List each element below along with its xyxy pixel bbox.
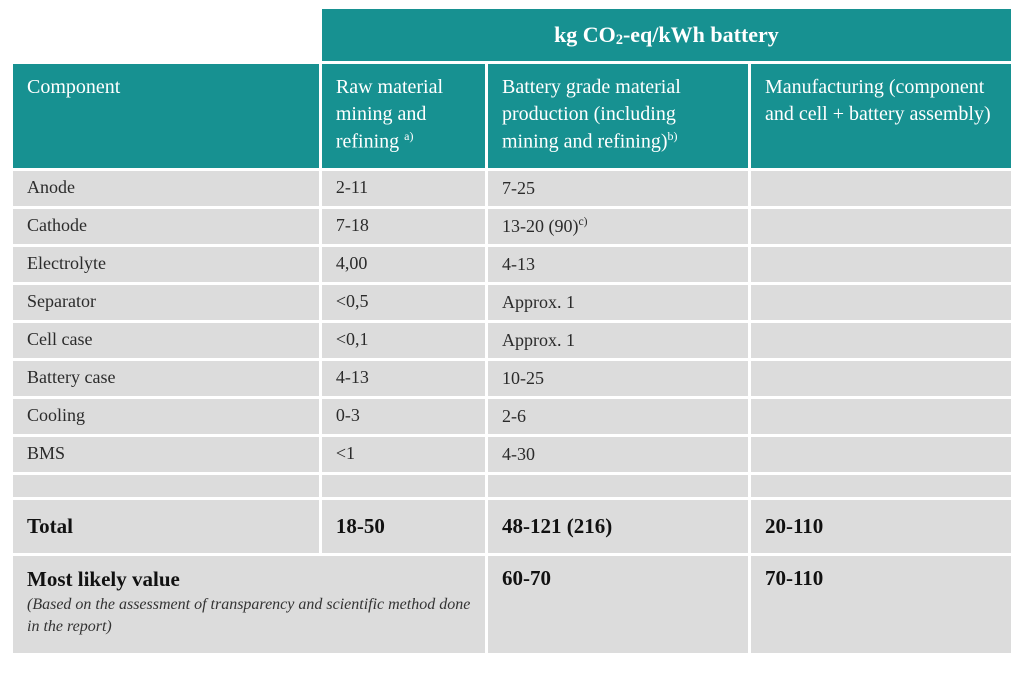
table-row: Battery case 4-13 10-25 — [13, 361, 1011, 396]
cell-component: Separator — [13, 285, 319, 320]
most-likely-mfg-val: 70-110 — [765, 566, 823, 590]
cell-grade: 4-30 — [488, 437, 748, 472]
col-header-mfg-text: Manufacturing (component and cell + batt… — [765, 76, 991, 125]
cell-component: Electrolyte — [13, 247, 319, 282]
most-likely-grade: 60-70 — [488, 556, 748, 653]
spacer-cell — [488, 475, 748, 497]
cell-mfg — [751, 247, 1011, 282]
most-likely-note: (Based on the assessment of transparency… — [27, 594, 471, 637]
cell-grade: 4-13 — [488, 247, 748, 282]
cell-grade-sup: c) — [578, 215, 587, 228]
cell-grade: Approx. 1 — [488, 323, 748, 358]
most-likely-label: Most likely value — [27, 566, 471, 592]
cell-raw: <0,5 — [322, 285, 485, 320]
cell-grade: 7-25 — [488, 171, 748, 206]
unit-header: kg CO2-eq/kWh battery — [322, 9, 1011, 61]
co2-battery-table: kg CO2-eq/kWh battery Component Raw mate… — [10, 6, 1014, 656]
table-row: Separator <0,5 Approx. 1 — [13, 285, 1011, 320]
cell-grade-val: Approx. 1 — [502, 292, 575, 312]
total-grade: 48-121 (216) — [488, 500, 748, 553]
table-row: Cooling 0-3 2-6 — [13, 399, 1011, 434]
cell-raw: 7-18 — [322, 209, 485, 244]
cell-component: Cell case — [13, 323, 319, 358]
spacer-cell — [751, 475, 1011, 497]
total-mfg: 20-110 — [751, 500, 1011, 553]
cell-mfg — [751, 361, 1011, 396]
col-header-component: Component — [13, 64, 319, 168]
total-raw: 18-50 — [322, 500, 485, 553]
total-row: Total 18-50 48-121 (216) 20-110 — [13, 500, 1011, 553]
cell-component: BMS — [13, 437, 319, 472]
cell-raw: 2-11 — [322, 171, 485, 206]
most-likely-row: Most likely value (Based on the assessme… — [13, 556, 1011, 653]
cell-grade: Approx. 1 — [488, 285, 748, 320]
cell-raw: 0-3 — [322, 399, 485, 434]
table-row: Electrolyte 4,00 4-13 — [13, 247, 1011, 282]
col-header-grade: Battery grade material production (inclu… — [488, 64, 748, 168]
cell-component: Anode — [13, 171, 319, 206]
spacer-cell — [322, 475, 485, 497]
most-likely-mfg: 70-110 — [751, 556, 1011, 653]
blank-top-left — [13, 9, 319, 61]
cell-mfg — [751, 399, 1011, 434]
cell-grade-val: Approx. 1 — [502, 330, 575, 350]
col-header-component-text: Component — [27, 76, 120, 98]
cell-mfg — [751, 285, 1011, 320]
cell-mfg — [751, 171, 1011, 206]
total-label: Total — [13, 500, 319, 553]
cell-grade-val: 4-30 — [502, 444, 535, 464]
cell-grade-val: 7-25 — [502, 178, 535, 198]
unit-suffix: -eq/kWh battery — [623, 22, 779, 47]
cell-grade-val: 4-13 — [502, 254, 535, 274]
table-row: BMS <1 4-30 — [13, 437, 1011, 472]
most-likely-label-cell: Most likely value (Based on the assessme… — [13, 556, 485, 653]
table-row: Cathode 7-18 13-20 (90)c) — [13, 209, 1011, 244]
cell-mfg — [751, 437, 1011, 472]
cell-grade-val: 10-25 — [502, 368, 544, 388]
col-header-raw-sup: a) — [404, 129, 413, 143]
cell-raw: <1 — [322, 437, 485, 472]
cell-mfg — [751, 209, 1011, 244]
col-header-grade-text: Battery grade material production (inclu… — [502, 76, 681, 153]
cell-component: Battery case — [13, 361, 319, 396]
cell-raw: <0,1 — [322, 323, 485, 358]
unit-sub: 2 — [616, 32, 623, 48]
cell-grade: 10-25 — [488, 361, 748, 396]
most-likely-grade-val: 60-70 — [502, 566, 551, 590]
col-header-raw-text: Raw material mining and refining — [336, 76, 443, 153]
col-header-raw: Raw material mining and refining a) — [322, 64, 485, 168]
header-top-row: kg CO2-eq/kWh battery — [13, 9, 1011, 61]
spacer-cell — [13, 475, 319, 497]
col-header-grade-sup: b) — [668, 129, 678, 143]
cell-grade-val: 2-6 — [502, 406, 526, 426]
unit-prefix: kg CO — [554, 22, 616, 47]
cell-mfg — [751, 323, 1011, 358]
cell-grade: 2-6 — [488, 399, 748, 434]
header-columns-row: Component Raw material mining and refini… — [13, 64, 1011, 168]
cell-component: Cathode — [13, 209, 319, 244]
cell-raw: 4-13 — [322, 361, 485, 396]
table-row: Cell case <0,1 Approx. 1 — [13, 323, 1011, 358]
cell-grade: 13-20 (90)c) — [488, 209, 748, 244]
cell-raw: 4,00 — [322, 247, 485, 282]
cell-component: Cooling — [13, 399, 319, 434]
cell-grade-val: 13-20 (90) — [502, 216, 578, 236]
spacer-row — [13, 475, 1011, 497]
table-row: Anode 2-11 7-25 — [13, 171, 1011, 206]
col-header-mfg: Manufacturing (component and cell + batt… — [751, 64, 1011, 168]
